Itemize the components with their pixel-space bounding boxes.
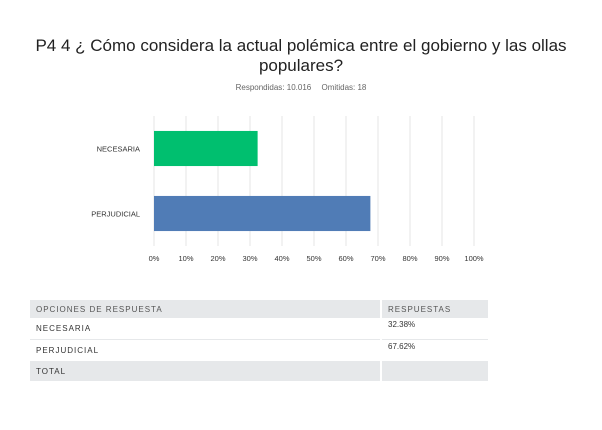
question-title-line1: P4 4 ¿ Cómo considera la actual polémica… (35, 36, 567, 55)
x-tick-label: 100% (464, 254, 484, 263)
row-option: NECESARIA (30, 318, 381, 340)
row-value: 67.62% (380, 339, 488, 362)
answered-count: Respondidas: 10.016 (235, 83, 312, 92)
category-label: PERJUDICIAL (91, 210, 140, 219)
header-options: OPCIONES DE RESPUESTA (30, 300, 381, 318)
header-responses: RESPUESTAS (380, 300, 488, 318)
table-header-row: OPCIONES DE RESPUESTA RESPUESTAS (30, 300, 488, 318)
total-label: TOTAL (30, 361, 381, 381)
x-tick-label: 80% (402, 254, 417, 263)
skipped-count: Omitidas: 18 (321, 83, 367, 92)
bar (154, 130, 258, 167)
total-value (380, 361, 488, 381)
category-label: NECESARIA (97, 145, 140, 154)
x-tick-label: 10% (178, 254, 193, 263)
x-tick-label: 0% (149, 254, 160, 263)
bar-chart: 0% 10% 20% 30% 40% 50% 60% 70% 80% 90% 100% NECESAR… (91, 116, 484, 263)
response-stats: Respondidas: 10.016 Omitidas: 18 (0, 83, 602, 92)
table-row: NECESARIA 32.38% (30, 318, 488, 340)
table-row: PERJUDICIAL 67.62% (30, 339, 488, 362)
question-title-line2: populares? (258, 56, 344, 75)
x-tick-label: 30% (242, 254, 257, 263)
x-tick-label: 40% (274, 254, 289, 263)
row-value: 32.38% (380, 318, 488, 340)
responses-table: OPCIONES DE RESPUESTA RESPUESTAS NECESAR… (30, 300, 488, 381)
bar (154, 195, 371, 232)
x-tick-label: 20% (210, 254, 225, 263)
question-title: P4 4 ¿ Cómo considera la actual polémica… (20, 36, 582, 76)
row-option: PERJUDICIAL (30, 339, 381, 362)
x-tick-label: 90% (434, 254, 449, 263)
x-tick-label: 50% (306, 254, 321, 263)
x-tick-label: 70% (370, 254, 385, 263)
table-total-row: TOTAL (30, 361, 488, 381)
x-tick-label: 60% (338, 254, 353, 263)
